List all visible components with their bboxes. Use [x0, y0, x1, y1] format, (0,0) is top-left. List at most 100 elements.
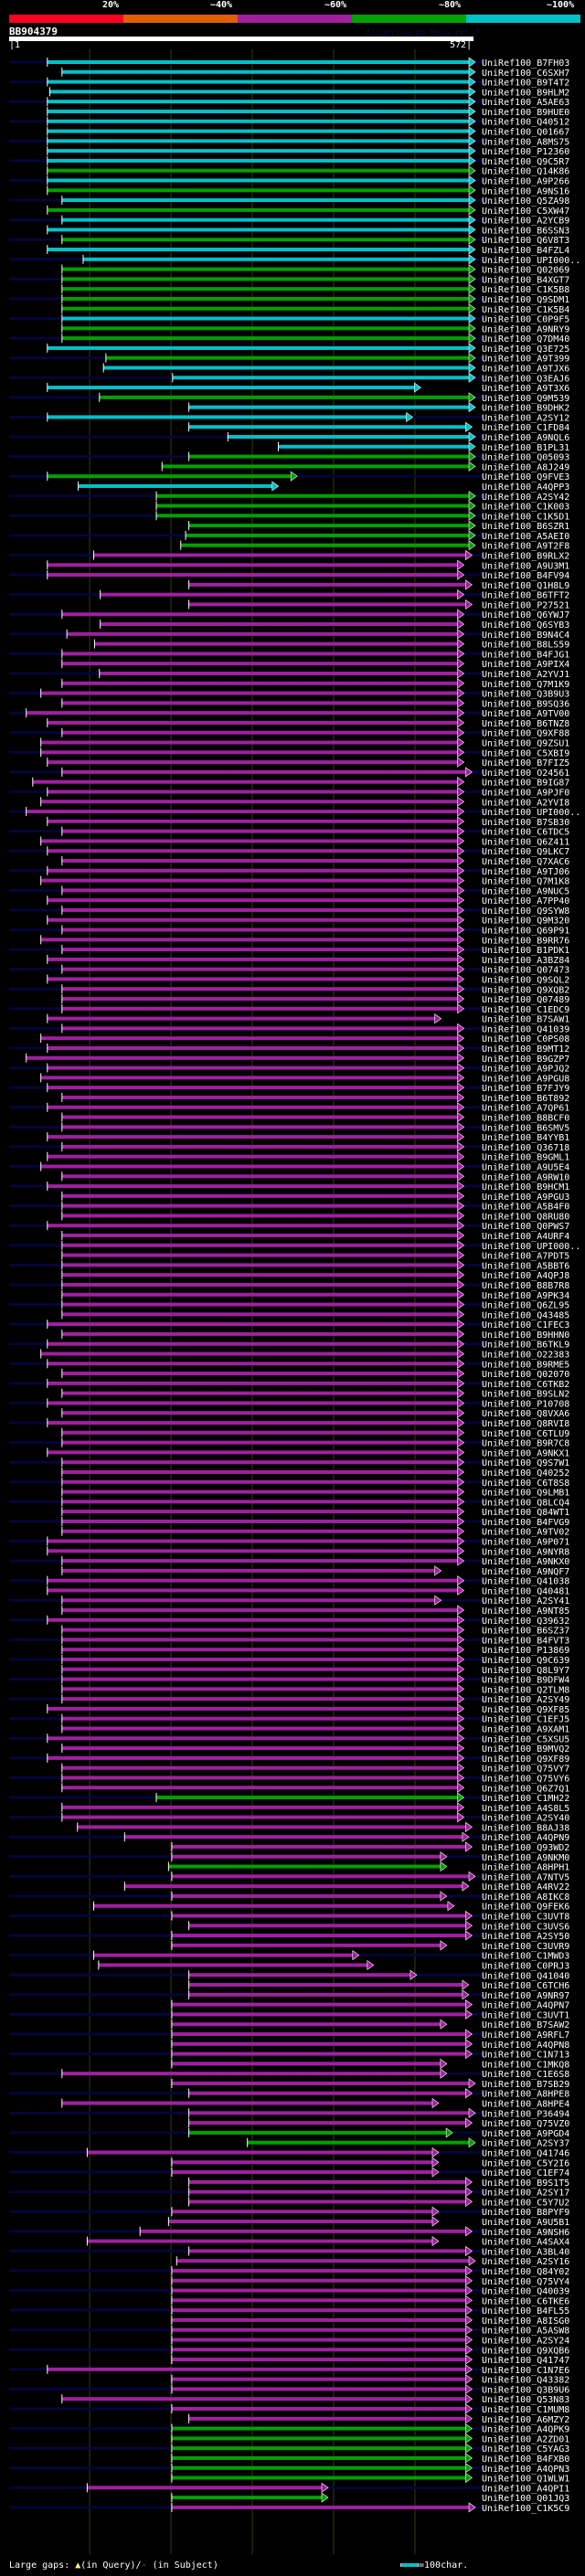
hit-bar [61, 1411, 458, 1415]
hit-bar [47, 1755, 458, 1760]
hit-end-arrow [457, 1437, 465, 1448]
hit-end-arrow [457, 639, 465, 650]
hit-end-arrow [457, 826, 465, 837]
hit-end-arrow [468, 540, 476, 551]
hit-end-arrow [468, 313, 476, 324]
hit-bar [171, 1844, 466, 1849]
hit-label: UniRef100_Q2TLM8 [482, 1685, 569, 1695]
hit-label: UniRef100_C5YAG3 [482, 2444, 569, 2454]
hit-end-arrow [431, 2097, 440, 2109]
hit-bar [98, 1963, 367, 1967]
hit-bar [47, 977, 458, 981]
hit-bar [47, 1135, 458, 1140]
hit-label: UniRef100_A2YVI8 [482, 798, 569, 808]
hit-bar [61, 287, 469, 292]
hit-label: UniRef100_Q75VZ0 [482, 2119, 569, 2129]
hit-end-arrow [468, 57, 476, 68]
hit-end-arrow [468, 224, 476, 236]
hit-label: UniRef100_A9PJQ2 [482, 1065, 569, 1075]
hit-end-arrow [457, 1082, 465, 1093]
hit-bar [171, 2505, 469, 2509]
hit-bar [186, 533, 469, 537]
hit-bar [171, 2288, 466, 2293]
hit-bar [61, 1657, 458, 1661]
hit-bar [188, 425, 466, 429]
hit-label: UniRef100_A5AEI0 [482, 532, 569, 542]
hit-bar [99, 395, 470, 399]
hit-end-arrow [457, 1713, 465, 1724]
hit-bar [61, 1372, 458, 1376]
hit-end-arrow [468, 2078, 476, 2089]
hit-label: UniRef100_C3UVT1 [482, 2010, 569, 2020]
hit-label: UniRef100_Q84WT1 [482, 1508, 569, 1518]
hit-label: UniRef100_A5ASW8 [482, 2327, 569, 2337]
hit-end-arrow [410, 1969, 418, 1980]
hit-end-arrow [440, 1851, 448, 1862]
hit-label: UniRef100_B9GZP7 [482, 1055, 569, 1065]
hit-bar [61, 1302, 458, 1307]
hit-end-arrow [465, 2325, 473, 2336]
hit-bar [61, 1677, 458, 1681]
hit-end-arrow [457, 747, 465, 758]
hit-end-arrow [457, 924, 465, 936]
hit-label: UniRef100_B9DHK2 [482, 404, 569, 414]
app-tag: AlignView.pm Beta rel.7 [366, 28, 480, 37]
hit-bar [47, 1401, 458, 1405]
query-title: BB904379 [9, 26, 58, 37]
hit-bar [171, 2327, 466, 2332]
hit-label: UniRef100_C5XSU5 [482, 1734, 569, 1744]
large-gaps-legend: Large gaps: ▲(in Query)/- (in Subject) [9, 2560, 218, 2571]
hit-end-arrow [457, 1279, 465, 1290]
hit-label: UniRef100_C1EDC9 [482, 1005, 569, 1015]
hit-bar [47, 415, 407, 419]
hit-label: UniRef100_A2SY24 [482, 2336, 569, 2346]
hit-end-arrow [468, 461, 476, 472]
hit-bar [47, 1322, 458, 1327]
hit-label: UniRef100_A4QPN8 [482, 2041, 569, 2051]
hit-label: UniRef100_Q3B9U3 [482, 690, 569, 700]
hit-end-arrow [462, 1881, 470, 1892]
hit-bar [171, 2002, 466, 2007]
hit-label: UniRef100_Q69P91 [482, 927, 569, 937]
hit-end-arrow [465, 2088, 473, 2099]
hit-label: UniRef100_C3UVS6 [482, 1922, 569, 1932]
hit-end-arrow [468, 165, 476, 176]
hit-end-arrow [468, 273, 476, 284]
hit-end-arrow [457, 1683, 465, 1694]
hit-end-arrow [457, 855, 465, 866]
hit-bar [40, 1036, 458, 1041]
hit-end-arrow [457, 1201, 465, 1212]
hit-bar [124, 1884, 463, 1889]
hit-end-arrow [468, 431, 476, 442]
hit-end-arrow [406, 411, 414, 423]
hit-end-arrow [457, 1339, 465, 1350]
hit-bar [61, 306, 469, 311]
hit-label: UniRef100_Q9LKC7 [482, 847, 569, 857]
hit-end-arrow [457, 1329, 465, 1340]
hit-end-arrow [457, 1477, 465, 1488]
hit-label: UniRef100_A2SY50 [482, 1932, 569, 1942]
hit-label: UniRef100_A4QPN9 [482, 1833, 569, 1843]
hit-end-arrow [457, 1181, 465, 1192]
hit-label: UniRef100_B4FXB0 [482, 2454, 569, 2465]
hit-label: UniRef100_C1EF74 [482, 2168, 569, 2178]
hit-label: UniRef100_A9PGU8 [482, 1074, 569, 1084]
hit-label: UniRef100_A7PDT5 [482, 1252, 569, 1262]
hit-label: UniRef100_B4FL55 [482, 2306, 569, 2316]
hit-end-arrow [457, 1043, 465, 1054]
hit-bar [47, 1588, 458, 1593]
hit-end-arrow [457, 1516, 465, 1527]
hit-bar [61, 1440, 458, 1445]
hit-end-arrow [457, 589, 465, 600]
hit-label: UniRef100_Q43382 [482, 2376, 569, 2386]
hit-label: UniRef100_A8ISG0 [482, 2316, 569, 2327]
hit-bar [47, 139, 469, 143]
hit-end-arrow [468, 244, 476, 255]
hit-label: UniRef100_C1FD84 [482, 423, 569, 433]
hit-end-arrow [468, 491, 476, 502]
scale-legend: =100char. [400, 2560, 468, 2571]
hit-label: UniRef100_A9TV00 [482, 709, 569, 719]
hit-bar [188, 2179, 466, 2184]
hit-end-arrow [457, 648, 465, 659]
hit-end-arrow [457, 1605, 465, 1616]
